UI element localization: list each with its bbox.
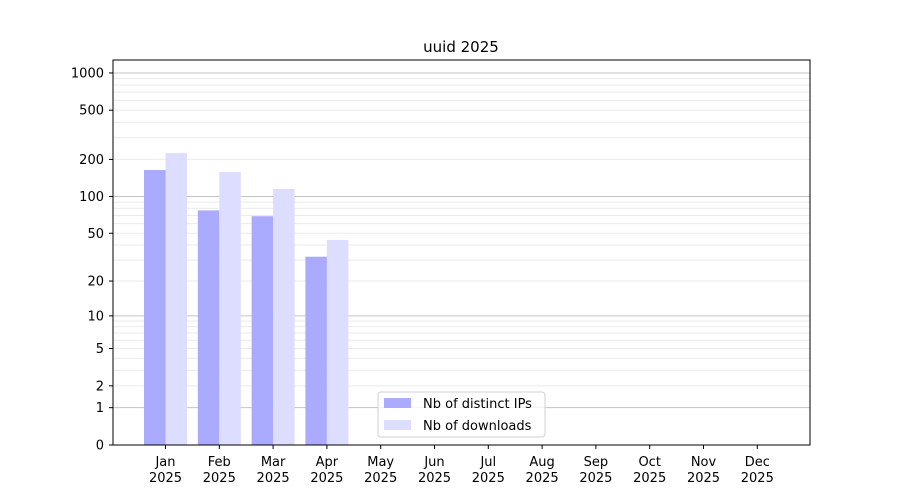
y-tick-label: 2	[96, 379, 104, 394]
y-tick-label: 50	[87, 227, 104, 242]
y-tick-label: 1000	[71, 66, 104, 81]
x-tick-label: 2025	[364, 471, 397, 486]
bar-downloads	[165, 153, 187, 445]
x-tick-label: 2025	[579, 471, 612, 486]
x-tick-label: Oct	[638, 455, 660, 470]
x-tick-label: 2025	[526, 471, 559, 486]
x-tick-label: 2025	[310, 471, 343, 486]
y-tick-label: 10	[87, 309, 104, 324]
y-tick-label: 100	[79, 190, 104, 205]
y-tick-label: 200	[79, 153, 104, 168]
x-tick-label: Aug	[529, 455, 554, 470]
x-tick-label: Sep	[584, 455, 609, 470]
y-tick-label: 20	[87, 275, 104, 290]
x-tick-label: Dec	[745, 455, 770, 470]
bar-distinct-ips	[305, 256, 327, 445]
x-tick-label: Jan	[154, 455, 175, 470]
x-tick-label: Jul	[479, 455, 496, 470]
legend-label: Nb of distinct IPs	[423, 397, 532, 412]
legend-swatch	[384, 420, 411, 430]
legend-box	[377, 391, 546, 438]
x-tick-label: 2025	[687, 471, 720, 486]
x-tick-label: 2025	[633, 471, 666, 486]
bar-downloads	[219, 172, 241, 445]
x-tick-label: 2025	[472, 471, 505, 486]
x-tick-label: Jun	[423, 455, 444, 470]
chart-title: uuid 2025	[423, 38, 499, 56]
x-tick-label: Nov	[691, 455, 717, 470]
x-tick-label: Feb	[208, 455, 231, 470]
x-tick-label: 2025	[203, 471, 236, 486]
bar-distinct-ips	[251, 216, 274, 445]
bar-distinct-ips	[144, 170, 166, 446]
x-tick-label: 2025	[418, 471, 451, 486]
y-tick-label: 0	[96, 439, 104, 454]
x-tick-label: 2025	[149, 471, 182, 486]
x-tick-label: May	[367, 455, 394, 470]
y-tick-label: 1	[96, 401, 104, 416]
x-tick-label: Mar	[261, 455, 286, 470]
axes-frame	[112, 59, 811, 446]
legend: Nb of distinct IPs Nb of downloads	[377, 391, 546, 438]
legend-label: Nb of downloads	[423, 419, 532, 434]
x-tick-label: Apr	[316, 455, 339, 470]
bar-downloads	[273, 189, 295, 445]
bar-distinct-ips	[197, 210, 220, 445]
y-tick-label: 5	[96, 342, 104, 357]
legend-swatch	[384, 398, 411, 408]
x-tick-label: 2025	[257, 471, 290, 486]
bar-downloads	[326, 240, 349, 445]
y-tick-label: 500	[79, 104, 104, 119]
x-tick-label: 2025	[741, 471, 774, 486]
